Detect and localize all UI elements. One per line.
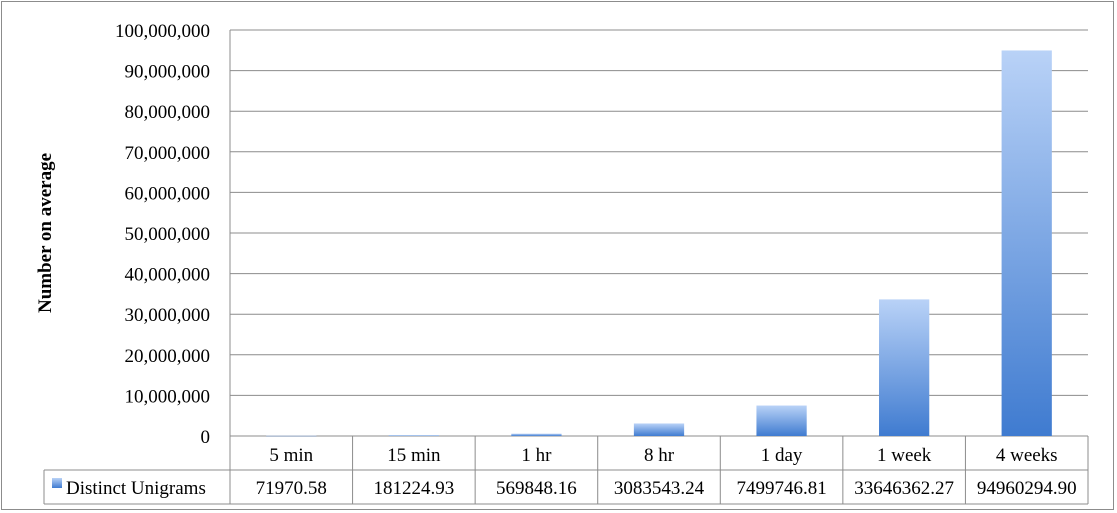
bar xyxy=(388,435,439,436)
x-category-label: 1 hr xyxy=(521,445,552,466)
table-value-cell: 71970.58 xyxy=(256,478,327,499)
y-tick-label: 80,000,000 xyxy=(125,102,211,123)
bar xyxy=(756,405,807,436)
y-tick-label: 10,000,000 xyxy=(125,386,211,407)
bar xyxy=(511,433,562,436)
bar xyxy=(879,299,930,436)
table-value-cell: 7499746.81 xyxy=(736,478,826,499)
y-tick-label: 0 xyxy=(201,427,211,448)
y-tick-label: 100,000,000 xyxy=(115,21,210,42)
x-category-label: 15 min xyxy=(387,445,441,466)
x-category-label: 1 day xyxy=(761,445,803,466)
legend-series-name: Distinct Unigrams xyxy=(66,478,206,499)
table-value-cell: 94960294.90 xyxy=(977,478,1077,499)
y-tick-label: 70,000,000 xyxy=(125,143,211,164)
y-tick-label: 40,000,000 xyxy=(125,265,211,286)
y-tick-label: 90,000,000 xyxy=(125,62,211,83)
y-tick-label: 60,000,000 xyxy=(125,183,211,204)
bar xyxy=(1001,50,1052,436)
y-tick-label: 20,000,000 xyxy=(125,346,211,367)
y-axis-label: Number on average xyxy=(35,153,56,313)
bar xyxy=(633,423,685,436)
table-value-cell: 3083543.24 xyxy=(614,478,705,499)
y-tick-label: 30,000,000 xyxy=(125,305,211,326)
bar xyxy=(266,435,317,437)
table-value-cell: 33646362.27 xyxy=(854,478,954,499)
x-category-label: 5 min xyxy=(269,445,313,466)
table-value-cell: 569848.16 xyxy=(496,478,577,499)
x-category-label: 1 week xyxy=(877,445,932,466)
y-tick-label: 50,000,000 xyxy=(125,224,211,245)
x-category-label: 8 hr xyxy=(644,445,675,466)
legend-swatch xyxy=(52,478,62,488)
table-value-cell: 181224.93 xyxy=(373,478,454,499)
x-category-label: 4 weeks xyxy=(996,445,1058,466)
